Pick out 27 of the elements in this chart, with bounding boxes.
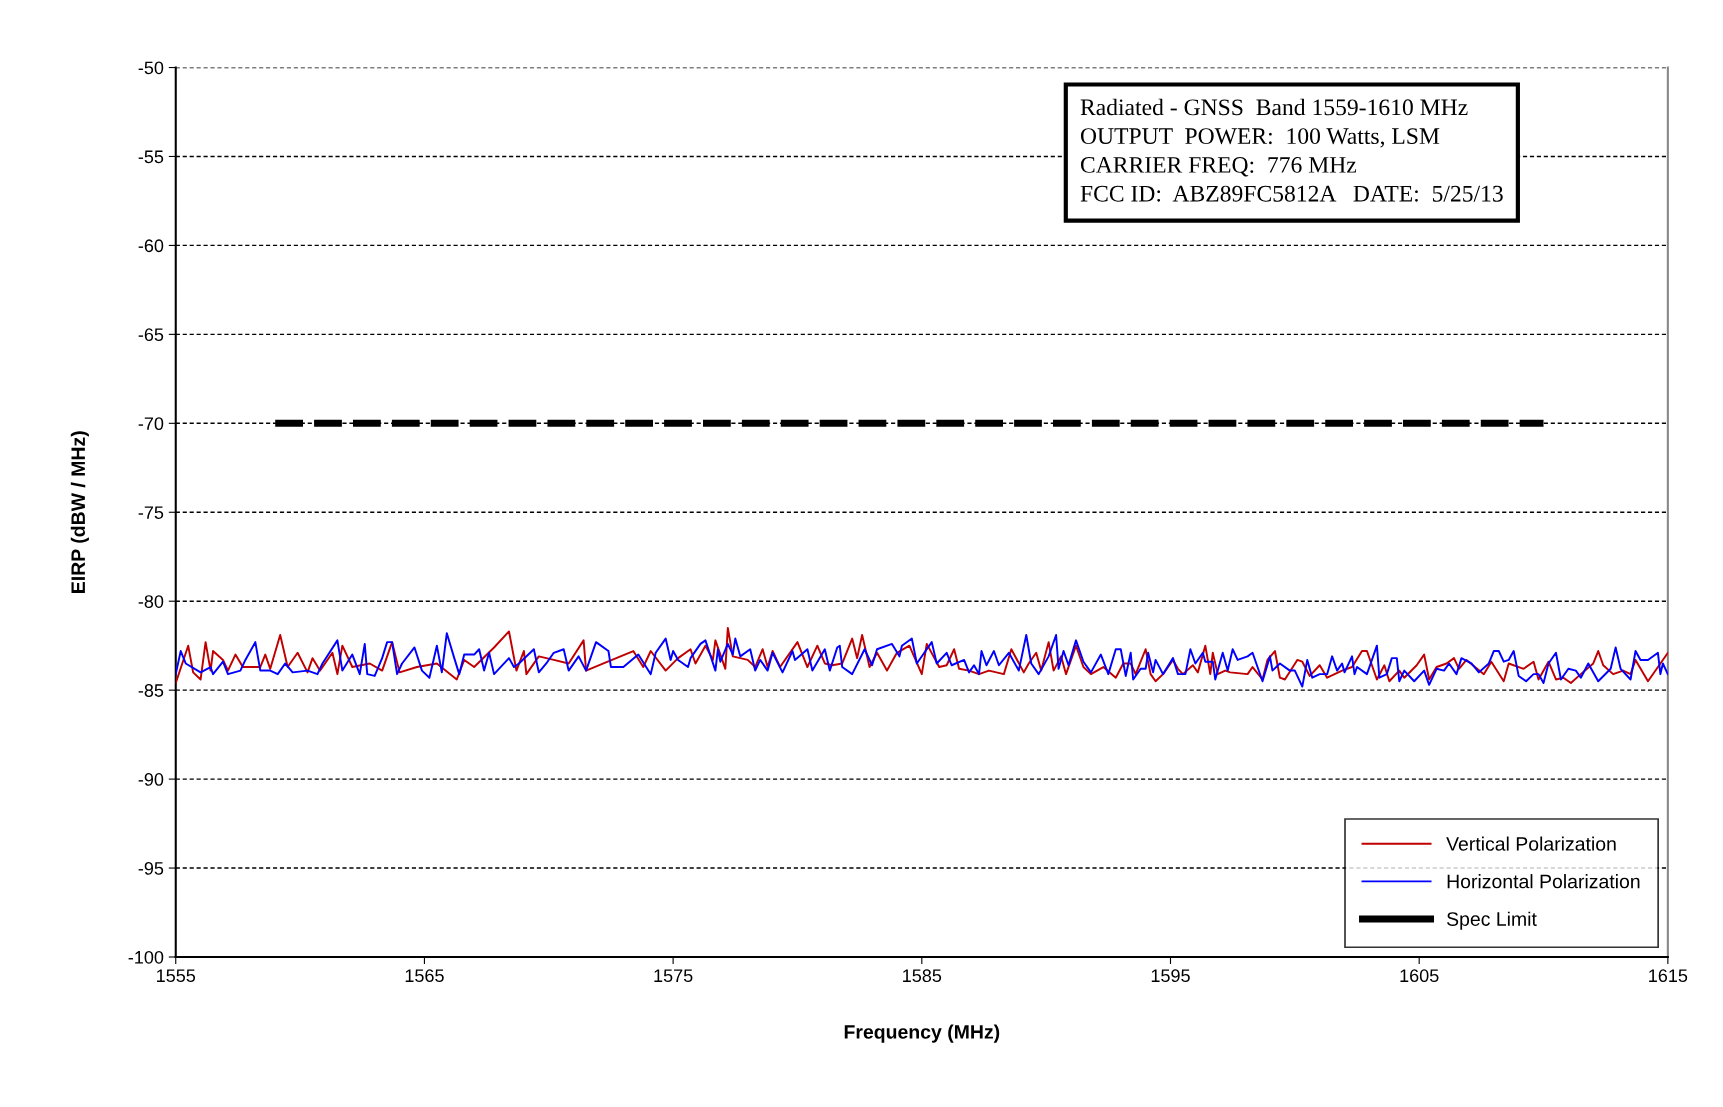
y-tick-label: -95 [138,861,164,875]
y-tick-label: -70 [138,417,164,431]
y-tick-label: -80 [138,595,164,608]
y-tick-label: -85 [138,684,164,697]
legend-label: Spec Limit [1447,911,1537,930]
legend-label: Horizontal Polarization [1447,874,1640,889]
annotation: FCC ID: ABZ89FC5812A DATE: 5/25/13 [1080,185,1503,202]
y-tick-label: -50 [138,61,164,75]
y-tick-label: -90 [138,773,164,786]
annotation: CARRIER FREQ: 776 MHz [1080,156,1357,177]
legend-label: Vertical Polarization [1446,836,1616,851]
x-tick-label: 1575 [654,969,693,983]
y-tick-label: -55 [138,150,164,164]
x-tick-label: 1615 [1649,969,1688,983]
y-tick-label: -75 [138,506,164,519]
x-axis-title: Frequency (MHz) [844,1024,1000,1043]
annotation: OUTPUT POWER: 100 Watts, LSM [1080,128,1440,148]
y-tick-label: -100 [128,950,164,964]
x-tick-label: 1565 [405,969,444,983]
annotation: Radiated - GNSS Band 1559-1610 MHz [1080,98,1468,116]
x-tick-label: 1555 [157,969,196,983]
y-tick-label: -60 [138,239,164,253]
y-axis-title: EIRP (dBW / MHz) [70,431,89,593]
x-tick-label: 1605 [1400,969,1439,983]
y-tick-label: -65 [138,328,164,342]
x-tick-label: 1585 [903,969,942,983]
x-tick-label: 1595 [1151,969,1190,983]
